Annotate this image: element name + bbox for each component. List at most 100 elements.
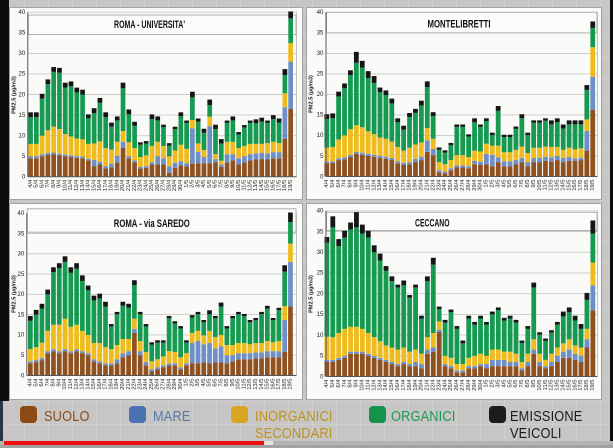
svg-text:19/5: 19/5 — [589, 180, 595, 191]
svg-text:17/5: 17/5 — [578, 379, 584, 390]
svg-text:4/4: 4/4 — [324, 179, 330, 188]
svg-text:5/4: 5/4 — [330, 378, 336, 387]
svg-text:6/5: 6/5 — [513, 379, 519, 387]
svg-text:5: 5 — [22, 153, 26, 160]
svg-text:21/4: 21/4 — [126, 179, 132, 191]
svg-text:MONTELIBRETTI: MONTELIBRETTI — [427, 19, 490, 31]
svg-text:15/4: 15/4 — [91, 179, 97, 191]
svg-text:20/4: 20/4 — [120, 377, 126, 389]
svg-text:22/4: 22/4 — [430, 179, 436, 191]
svg-text:25: 25 — [17, 270, 24, 277]
svg-text:14/4: 14/4 — [86, 179, 92, 191]
svg-text:12/4: 12/4 — [74, 179, 80, 191]
svg-text:26/4: 26/4 — [155, 377, 161, 389]
svg-text:22/4: 22/4 — [132, 377, 138, 389]
svg-text:12/4: 12/4 — [74, 377, 80, 389]
svg-text:23/4: 23/4 — [436, 179, 442, 191]
svg-text:10/4: 10/4 — [359, 378, 365, 390]
svg-text:25/4: 25/4 — [448, 378, 454, 390]
svg-text:13/4: 13/4 — [377, 179, 383, 191]
svg-text:13/4: 13/4 — [80, 179, 86, 191]
svg-text:10/5: 10/5 — [236, 180, 242, 191]
svg-text:19/4: 19/4 — [114, 377, 120, 389]
svg-text:18/4: 18/4 — [109, 377, 115, 389]
svg-text:PM2.5 (µg/m3): PM2.5 (µg/m3) — [12, 275, 18, 313]
svg-text:11/5: 11/5 — [241, 378, 247, 389]
svg-text:7/5: 7/5 — [519, 379, 525, 387]
svg-text:11/4: 11/4 — [68, 179, 74, 191]
svg-text:23/4: 23/4 — [137, 377, 143, 389]
svg-text:1/5: 1/5 — [184, 378, 190, 386]
svg-text:30: 30 — [316, 249, 323, 256]
svg-text:13/5: 13/5 — [253, 378, 259, 389]
svg-text:28/4: 28/4 — [465, 378, 471, 390]
svg-text:3/5: 3/5 — [195, 378, 201, 386]
svg-text:25/4: 25/4 — [448, 179, 454, 191]
svg-text:11/5: 11/5 — [542, 379, 548, 390]
svg-text:35: 35 — [18, 30, 25, 37]
svg-text:35: 35 — [17, 230, 24, 237]
svg-text:28/4: 28/4 — [465, 179, 471, 191]
svg-text:10/4: 10/4 — [359, 179, 365, 191]
svg-text:17/4: 17/4 — [400, 378, 406, 390]
svg-text:15: 15 — [17, 311, 24, 318]
svg-text:5: 5 — [320, 352, 324, 359]
svg-text:15/5: 15/5 — [566, 180, 572, 191]
svg-text:40: 40 — [316, 207, 323, 214]
svg-text:16/4: 16/4 — [394, 179, 400, 191]
svg-text:5/5: 5/5 — [507, 180, 513, 188]
svg-text:0: 0 — [21, 372, 25, 379]
svg-text:20: 20 — [17, 291, 24, 298]
svg-text:12/4: 12/4 — [371, 179, 377, 191]
svg-text:10/5: 10/5 — [536, 180, 542, 191]
svg-text:0: 0 — [320, 173, 324, 180]
svg-text:9/5: 9/5 — [530, 379, 536, 387]
svg-text:5/4: 5/4 — [329, 179, 335, 188]
svg-text:27/4: 27/4 — [161, 377, 167, 389]
svg-text:15/5: 15/5 — [566, 379, 572, 390]
svg-text:29/4: 29/4 — [471, 179, 477, 191]
svg-text:CECCANO: CECCANO — [415, 217, 450, 229]
svg-text:6/4: 6/4 — [39, 179, 45, 188]
svg-text:40: 40 — [18, 9, 25, 16]
svg-text:10: 10 — [316, 331, 323, 338]
svg-text:15/5: 15/5 — [265, 180, 271, 191]
svg-text:9/5: 9/5 — [230, 378, 236, 386]
svg-text:4/4: 4/4 — [28, 179, 34, 188]
svg-text:8/5: 8/5 — [224, 180, 230, 188]
svg-text:22/4: 22/4 — [430, 378, 436, 390]
svg-text:8/5: 8/5 — [524, 180, 530, 188]
svg-text:0: 0 — [320, 373, 324, 380]
svg-text:30: 30 — [316, 50, 323, 57]
svg-text:24/4: 24/4 — [442, 179, 448, 191]
svg-text:14/5: 14/5 — [560, 180, 566, 191]
svg-text:30/4: 30/4 — [178, 179, 184, 191]
svg-text:7/4: 7/4 — [341, 378, 347, 387]
svg-text:5/5: 5/5 — [207, 378, 213, 386]
svg-text:25/4: 25/4 — [149, 377, 155, 389]
svg-text:15: 15 — [18, 112, 25, 119]
svg-text:8/5: 8/5 — [224, 378, 230, 386]
svg-text:30: 30 — [17, 250, 24, 257]
svg-text:3/5: 3/5 — [495, 180, 501, 188]
svg-text:4/4: 4/4 — [324, 378, 330, 387]
svg-text:15: 15 — [316, 112, 323, 119]
svg-text:17/4: 17/4 — [103, 377, 109, 389]
svg-text:16/5: 16/5 — [270, 378, 276, 389]
svg-text:27/4: 27/4 — [459, 179, 465, 191]
svg-text:17/4: 17/4 — [103, 179, 109, 191]
svg-text:17/4: 17/4 — [400, 179, 406, 191]
svg-text:25: 25 — [316, 269, 323, 276]
svg-text:25/4: 25/4 — [149, 179, 155, 191]
svg-text:12/5: 12/5 — [548, 379, 554, 390]
svg-text:26/4: 26/4 — [454, 179, 460, 191]
svg-text:16/5: 16/5 — [271, 180, 277, 191]
svg-text:2/5: 2/5 — [489, 180, 495, 188]
svg-text:2/5: 2/5 — [489, 379, 495, 387]
svg-text:24/4: 24/4 — [143, 377, 149, 389]
svg-text:40: 40 — [316, 9, 323, 16]
svg-text:14/4: 14/4 — [383, 179, 389, 191]
svg-text:30: 30 — [18, 50, 25, 57]
svg-text:10: 10 — [18, 133, 25, 140]
svg-text:18/4: 18/4 — [109, 179, 115, 191]
